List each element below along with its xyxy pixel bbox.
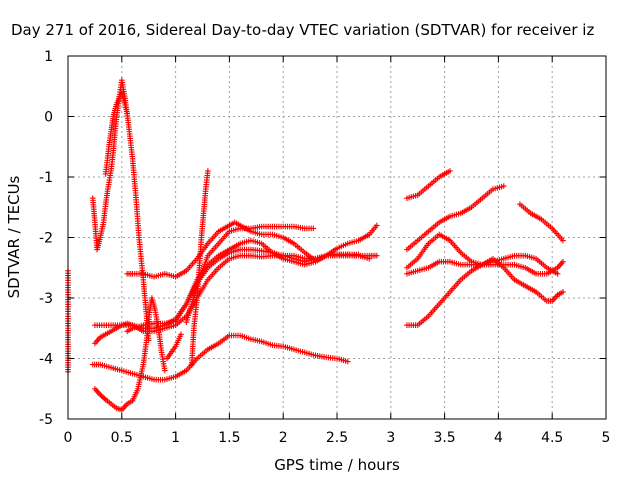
data-point bbox=[124, 110, 130, 117]
series-s14 bbox=[404, 183, 507, 253]
data-point bbox=[447, 168, 453, 174]
y-tick-label: 1 bbox=[44, 49, 53, 65]
x-tick-label: 0 bbox=[64, 430, 73, 446]
series-s2 bbox=[92, 295, 168, 413]
series-s3 bbox=[89, 332, 351, 383]
series-s6 bbox=[124, 246, 373, 335]
series-s11 bbox=[188, 168, 211, 368]
data-point bbox=[162, 367, 168, 374]
x-tick-label: 5 bbox=[602, 430, 611, 446]
series-s8 bbox=[183, 223, 317, 325]
data-point bbox=[205, 168, 211, 174]
data-point bbox=[560, 258, 566, 265]
x-axis-label: GPS time / hours bbox=[274, 456, 400, 474]
data-point bbox=[178, 331, 184, 338]
x-tick-label: 0.5 bbox=[111, 430, 133, 446]
series-s10 bbox=[102, 89, 130, 177]
x-tick-label: 3 bbox=[386, 430, 395, 446]
y-tick-label: -4 bbox=[39, 352, 53, 368]
x-tick-label: 4 bbox=[494, 430, 503, 446]
data-marks bbox=[65, 77, 566, 413]
data-point bbox=[145, 337, 152, 344]
series-s4 bbox=[92, 251, 380, 347]
data-point bbox=[374, 222, 380, 229]
data-point bbox=[554, 271, 561, 277]
series-s13 bbox=[404, 168, 453, 201]
grid bbox=[68, 56, 606, 419]
y-axis-label: SDTVAR / TECUs bbox=[5, 175, 23, 298]
series-s18 bbox=[517, 201, 566, 244]
data-point bbox=[500, 183, 507, 189]
series-s9 bbox=[89, 77, 152, 344]
series-s17 bbox=[404, 255, 566, 329]
data-point bbox=[560, 289, 566, 295]
series-s16 bbox=[404, 252, 561, 277]
y-tick-label: -5 bbox=[39, 412, 53, 428]
data-point bbox=[310, 225, 317, 232]
series-s12 bbox=[164, 331, 184, 362]
x-tick-label: 2.5 bbox=[326, 430, 348, 446]
x-tick-label: 1.5 bbox=[218, 430, 240, 446]
y-tick-label: -2 bbox=[39, 231, 53, 247]
series-s5 bbox=[92, 237, 362, 332]
y-tick-label: -3 bbox=[39, 291, 53, 307]
y-tick-label: 0 bbox=[44, 110, 53, 126]
x-tick-label: 2 bbox=[279, 430, 288, 446]
data-point bbox=[366, 255, 373, 262]
series-s7 bbox=[124, 219, 380, 280]
y-tick-label: -1 bbox=[39, 170, 53, 186]
data-point bbox=[374, 252, 380, 259]
data-point bbox=[344, 358, 351, 365]
data-point bbox=[560, 237, 566, 244]
x-tick-label: 3.5 bbox=[433, 430, 455, 446]
x-tick-label: 4.5 bbox=[541, 430, 563, 446]
axis-ticks: 0 0.5 1 1.5 2 2.5 3 3.5 4 4.5 5 -5 -4 -3 -2 -1 0 1 bbox=[39, 49, 610, 446]
x-tick-label: 1 bbox=[171, 430, 180, 446]
chart-title: Day 271 of 2016, Sidereal Day-to-day VTE… bbox=[11, 21, 594, 39]
